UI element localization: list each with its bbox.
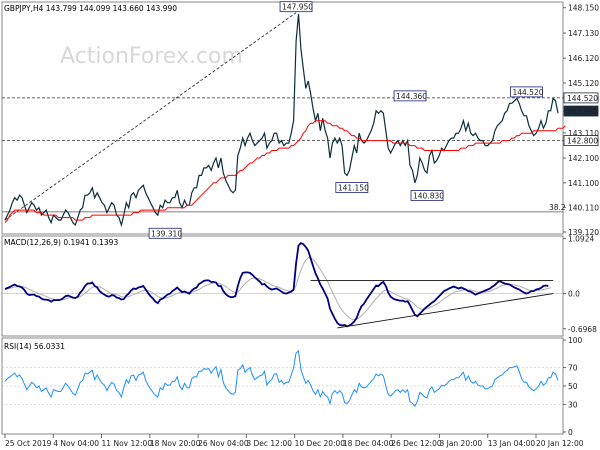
price-y-tick-label: 145.120 — [568, 79, 599, 88]
price-y-tick-label: 139.120 — [568, 228, 599, 237]
x-tick-label: 4 Nov 04:00 — [53, 439, 99, 448]
price-annotation-box — [279, 1, 313, 13]
price-close-series — [4, 13, 559, 228]
rsi-y-tick-label: 30 — [568, 400, 578, 409]
rsi-title: RSI(14) 56.0331 — [4, 342, 65, 351]
rsi-y-tick-label: 100 — [568, 336, 583, 345]
x-tick-label: 10 Dec 20:00 — [295, 439, 346, 448]
price-y-tick-label: 143.110 — [568, 129, 599, 138]
x-tick-label: 26 Nov 04:00 — [198, 439, 249, 448]
price-right-label-box — [563, 92, 599, 104]
x-tick-label: 3 Jan 20:00 — [439, 439, 482, 448]
price-y-tick-label: 146.120 — [568, 54, 599, 63]
macd-title: MACD(12,26,9) 0.1941 0.1393 — [4, 238, 118, 247]
price-annotation-label: 141.150 — [338, 184, 369, 193]
price-right-label: 143.990 — [567, 107, 598, 116]
price-y-tick-label: 148.150 — [568, 4, 599, 13]
price-right-label-box — [563, 105, 599, 117]
x-tick-label: 18 Nov 20:00 — [150, 439, 201, 448]
macd-y-tick-label: -0.6968 — [568, 325, 597, 334]
price-right-label: 144.520 — [567, 94, 598, 103]
x-tick-label: 3 Dec 12:00 — [246, 439, 292, 448]
price-y-tick-label: 141.100 — [568, 179, 599, 188]
price-right-label-box — [563, 135, 599, 147]
price-annotation-box — [410, 190, 444, 201]
price-y-tick-label: 147.130 — [568, 29, 599, 38]
price-y-tick-label: 140.110 — [568, 203, 599, 212]
price-annotation-label: 139.310 — [151, 229, 182, 238]
price-trendline — [4, 12, 297, 221]
rsi-y-tick-label: 50 — [568, 382, 578, 391]
macd-y-tick-label: 0.0 — [568, 290, 580, 299]
panel-frame-1 — [1, 235, 564, 337]
price-chart-title: GBPJPY,H4 143.799 144.099 143.660 143.99… — [4, 4, 177, 13]
x-tick-label: 26 Dec 12:00 — [391, 439, 442, 448]
rsi-series — [4, 350, 559, 408]
rsi-y-tick-label: 70 — [568, 364, 578, 373]
fib-label: 38.2 — [549, 203, 566, 212]
x-tick-label: 11 Nov 12:00 — [102, 439, 153, 448]
price-annotation-box — [510, 86, 543, 98]
macd-trendline-1 — [337, 293, 554, 329]
x-tick-label: 18 Dec 04:00 — [343, 439, 394, 448]
price-annotation-label: 144.360 — [396, 92, 427, 101]
rsi-y-tick-label: 0 — [568, 428, 573, 437]
price-annotation-label: 147.950 — [282, 3, 313, 12]
price-y-tick-label: 142.100 — [568, 154, 599, 163]
price-annotation-label: 144.520 — [512, 88, 543, 97]
x-tick-label: 13 Jan 04:00 — [488, 439, 536, 448]
price-annotation-label: 140.830 — [413, 192, 444, 201]
price-ema-series — [4, 120, 566, 223]
price-annotation-box — [335, 182, 369, 193]
x-tick-label: 20 Jan 12:00 — [536, 439, 584, 448]
watermark-text: ActionForex.com — [60, 44, 243, 69]
price-annotation-box — [148, 227, 182, 239]
price-annotation-box — [393, 90, 427, 102]
macd-main-series — [4, 242, 549, 328]
macd-y-tick-label: 1.0924 — [568, 234, 594, 243]
x-tick-label: 25 Oct 2019 — [5, 439, 52, 448]
price-right-label: 142.800 — [567, 137, 598, 146]
panel-frame-0 — [1, 1, 564, 235]
